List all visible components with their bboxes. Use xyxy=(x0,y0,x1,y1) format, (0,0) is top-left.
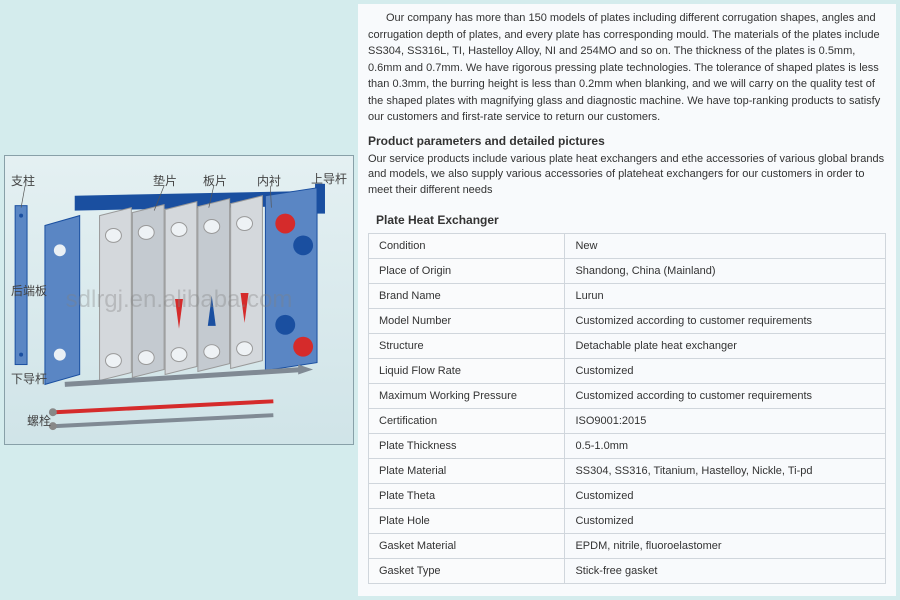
table-row: Plate ThetaCustomized xyxy=(369,484,886,509)
spec-key: Condition xyxy=(369,234,565,259)
spec-key: Maximum Working Pressure xyxy=(369,384,565,409)
spec-table: ConditionNewPlace of OriginShandong, Chi… xyxy=(368,233,886,584)
spec-key: Plate Thickness xyxy=(369,434,565,459)
table-row: Brand NameLurun xyxy=(369,284,886,309)
spec-key: Gasket Material xyxy=(369,534,565,559)
spec-value: Lurun xyxy=(565,284,886,309)
content-panel: Our company has more than 150 models of … xyxy=(358,4,896,596)
table-row: Maximum Working PressureCustomized accor… xyxy=(369,384,886,409)
spec-key: Certification xyxy=(369,409,565,434)
spec-value: EPDM, nitrile, fluoroelastomer xyxy=(565,534,886,559)
label-neichen: 内衬 xyxy=(257,172,281,189)
table-row: Gasket MaterialEPDM, nitrile, fluoroelas… xyxy=(369,534,886,559)
label-zhizhu: 支柱 xyxy=(11,172,35,189)
table-row: CertificationISO9001:2015 xyxy=(369,409,886,434)
table-row: Plate MaterialSS304, SS316, Titanium, Ha… xyxy=(369,459,886,484)
spec-value: Customized xyxy=(565,509,886,534)
spec-key: Structure xyxy=(369,334,565,359)
spec-key: Brand Name xyxy=(369,284,565,309)
table-row: ConditionNew xyxy=(369,234,886,259)
spec-value: ISO9001:2015 xyxy=(565,409,886,434)
spec-key: Plate Hole xyxy=(369,509,565,534)
spec-key: Gasket Type xyxy=(369,559,565,584)
exchanger-svg xyxy=(5,156,353,444)
spec-value: 0.5-1.0mm xyxy=(565,434,886,459)
spec-key: Plate Material xyxy=(369,459,565,484)
spec-value: New xyxy=(565,234,886,259)
label-dianpian: 垫片 xyxy=(153,172,177,189)
label-banpian: 板片 xyxy=(203,172,227,189)
label-shangdaogan: 上导杆 xyxy=(311,170,347,187)
intro-paragraph: Our company has more than 150 models of … xyxy=(368,10,886,126)
exploded-diagram: 支柱 垫片 板片 内衬 上导杆 后端板 下导杆 螺栓 sdlrgj.en.ali… xyxy=(4,155,354,445)
spec-value: Customized according to customer require… xyxy=(565,309,886,334)
section-title: Product parameters and detailed pictures xyxy=(368,134,886,148)
table-title: Plate Heat Exchanger xyxy=(376,213,886,227)
spec-key: Liquid Flow Rate xyxy=(369,359,565,384)
spec-value: Detachable plate heat exchanger xyxy=(565,334,886,359)
spec-key: Model Number xyxy=(369,309,565,334)
table-row: Plate Thickness0.5-1.0mm xyxy=(369,434,886,459)
table-row: Plate HoleCustomized xyxy=(369,509,886,534)
table-row: Liquid Flow RateCustomized xyxy=(369,359,886,384)
table-row: StructureDetachable plate heat exchanger xyxy=(369,334,886,359)
spec-value: Customized xyxy=(565,359,886,384)
table-row: Place of OriginShandong, China (Mainland… xyxy=(369,259,886,284)
spec-value: Customized xyxy=(565,484,886,509)
spec-key: Plate Theta xyxy=(369,484,565,509)
table-row: Model NumberCustomized according to cust… xyxy=(369,309,886,334)
label-luoshuan: 螺栓 xyxy=(27,412,51,429)
spec-value: Shandong, China (Mainland) xyxy=(565,259,886,284)
spec-key: Place of Origin xyxy=(369,259,565,284)
desc-paragraph: Our service products include various pla… xyxy=(368,152,886,200)
spec-value: Customized according to customer require… xyxy=(565,384,886,409)
spec-value: SS304, SS316, Titanium, Hastelloy, Nickl… xyxy=(565,459,886,484)
spec-value: Stick-free gasket xyxy=(565,559,886,584)
diagram-panel: 支柱 垫片 板片 内衬 上导杆 后端板 下导杆 螺栓 sdlrgj.en.ali… xyxy=(4,4,354,596)
table-row: Gasket TypeStick-free gasket xyxy=(369,559,886,584)
label-xiadaogan: 下导杆 xyxy=(11,370,47,387)
label-houbanban: 后端板 xyxy=(11,282,47,299)
